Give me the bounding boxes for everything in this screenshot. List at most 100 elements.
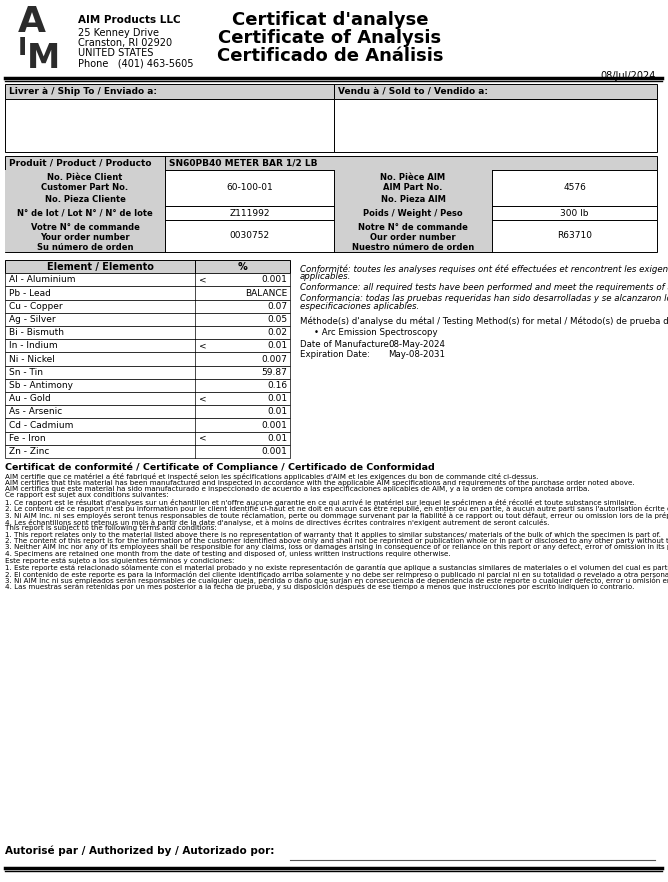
Text: This report is subject to the following terms and conditions:: This report is subject to the following … [5,525,216,531]
Text: Sn - Tin: Sn - Tin [9,368,43,377]
Text: Certificat de conformité / Certificate of Compliance / Certificado de Conformida: Certificat de conformité / Certificate o… [5,462,435,472]
Text: Ag - Silver: Ag - Silver [9,315,55,324]
Text: 4576: 4576 [563,183,586,192]
Text: Conformance: all required tests have been performed and meet the requirements of: Conformance: all required tests have bee… [300,283,668,292]
Text: 0.05: 0.05 [267,315,287,324]
Bar [5,287,290,300]
Text: R63710: R63710 [557,231,592,241]
Text: BALANCE: BALANCE [244,288,287,297]
Text: Expiration Date:: Expiration Date: [300,350,370,359]
Bar [5,99,334,152]
Text: 3. Ni AIM Inc. ni ses employés seront tenus responsables de toute réclamation, p: 3. Ni AIM Inc. ni ses employés seront te… [5,512,668,519]
Text: 4. Les échantillons sont retenus un mois à partir de la date d'analyse, et à moi: 4. Les échantillons sont retenus un mois… [5,519,549,526]
Text: 1. Este reporte está relacionado sólamente con el material probado y no existe r: 1. Este reporte está relacionado sólamen… [5,564,668,571]
Text: Certificado de Análisis: Certificado de Análisis [216,47,444,65]
Text: Conformité: toutes les analyses requises ont été effectuées et rencontrent les e: Conformité: toutes les analyses requises… [300,264,668,273]
Bar [5,260,290,273]
Text: <: < [199,341,206,350]
Bar [334,99,657,152]
Text: <: < [199,275,206,284]
Text: Certificat d'analyse: Certificat d'analyse [232,11,428,29]
Text: especificaciones aplicables.: especificaciones aplicables. [300,302,420,311]
Text: AIM certifies that this material has been manufactured and inspected in accordan: AIM certifies that this material has bee… [5,480,635,485]
Text: Cranston, RI 02920: Cranston, RI 02920 [78,38,172,48]
Bar [5,431,290,445]
Bar [5,392,290,405]
Text: 60-100-01: 60-100-01 [226,183,273,192]
Text: In - Indium: In - Indium [9,341,57,350]
Bar [5,220,657,252]
Text: 0.001: 0.001 [261,275,287,284]
Text: Your order number: Your order number [40,233,130,242]
Text: Sb - Antimony: Sb - Antimony [9,381,73,390]
Bar [5,366,290,378]
Bar [5,326,290,340]
Text: 0.001: 0.001 [261,447,287,456]
Text: Al - Aluminium: Al - Aluminium [9,275,75,284]
Bar [5,84,334,99]
Text: 300 lb: 300 lb [560,208,589,218]
Text: AIM Products LLC: AIM Products LLC [78,15,180,25]
Text: Fe - Iron: Fe - Iron [9,434,45,443]
Text: Su número de orden: Su número de orden [37,243,133,251]
Text: Produit / Product / Producto: Produit / Product / Producto [9,159,152,168]
Text: No. Pièce Client: No. Pièce Client [47,173,123,182]
Text: 0.01: 0.01 [267,394,287,403]
Text: <: < [199,394,206,403]
Text: UNITED STATES: UNITED STATES [78,48,154,58]
Text: Phone   (401) 463-5605: Phone (401) 463-5605 [78,58,194,68]
Text: N° de lot / Lot N° / N° de lote: N° de lot / Lot N° / N° de lote [17,208,153,218]
Bar [5,445,290,458]
Text: Conformancia: todas las pruebas requeridas han sido desarrolladas y se alcanzaro: Conformancia: todas las pruebas requerid… [300,294,668,303]
Text: 0.16: 0.16 [267,381,287,390]
Bar [5,313,290,326]
Text: 2. El contenido de este reporte es para la información del cliente identificado : 2. El contenido de este reporte es para … [5,571,668,578]
Text: No. Pieza AIM: No. Pieza AIM [381,195,446,204]
Text: Cd - Cadmium: Cd - Cadmium [9,421,73,430]
Text: Este reporte está sujeto a los siguientes términos y condiciones:: Este reporte está sujeto a los siguiente… [5,557,234,564]
Bar [5,418,290,431]
Text: Vendu à / Sold to / Vendido a:: Vendu à / Sold to / Vendido a: [338,87,488,96]
Text: 0.01: 0.01 [267,434,287,443]
Text: <: < [199,434,206,443]
Bar [5,353,290,366]
Text: As - Arsenic: As - Arsenic [9,407,62,416]
Text: Pb - Lead: Pb - Lead [9,288,51,297]
Text: Element / Elemento: Element / Elemento [47,262,154,272]
Bar [334,206,492,220]
Text: May-08-2031: May-08-2031 [388,350,445,359]
Text: 59.87: 59.87 [261,368,287,377]
Bar [5,170,657,206]
Bar [334,84,657,99]
Text: 4. Las muestras serán retenidas por un mes posterior a la fecha de prueba, y su : 4. Las muestras serán retenidas por un m… [5,584,635,591]
Text: 1. This report relates only to the material listed above there is no representat: 1. This report relates only to the mater… [5,532,661,537]
Text: Poids / Weight / Peso: Poids / Weight / Peso [363,208,463,218]
Bar [334,170,492,206]
Text: 0.07: 0.07 [267,302,287,310]
Text: Votre N° de commande: Votre N° de commande [31,222,140,231]
Text: Ce rapport est sujet aux conditions suivantes:: Ce rapport est sujet aux conditions suiv… [5,492,168,498]
Text: 25 Kenney Drive: 25 Kenney Drive [78,28,159,38]
Text: 0.007: 0.007 [261,355,287,363]
Text: 08/Jul/2024: 08/Jul/2024 [601,71,656,81]
Text: 0.001: 0.001 [261,421,287,430]
Text: Notre N° de commande: Notre N° de commande [358,222,468,231]
Bar [5,340,290,353]
Text: 1. Ce rapport est le résultat d'analyses sur un échantillon et n'offre aucune ga: 1. Ce rapport est le résultat d'analyses… [5,499,636,506]
Text: AIM Part No.: AIM Part No. [383,183,443,192]
Bar [334,220,492,252]
Bar [5,206,657,220]
Text: 0.01: 0.01 [267,407,287,416]
Text: Autorisé par / Authorized by / Autorizado por:: Autorisé par / Authorized by / Autorizad… [5,845,275,856]
Bar [5,300,290,313]
Bar [5,405,290,418]
Text: 3. Neither AIM Inc nor any of its employees shall be responsible for any claims,: 3. Neither AIM Inc nor any of its employ… [5,544,668,550]
Text: Certificate of Analysis: Certificate of Analysis [218,29,442,47]
Text: Date of Manufacture:: Date of Manufacture: [300,340,391,349]
Text: No. Pièce AIM: No. Pièce AIM [381,173,446,182]
Text: Zn - Zinc: Zn - Zinc [9,447,49,456]
Text: No. Pieza Cliente: No. Pieza Cliente [45,195,126,204]
Bar [5,170,165,206]
Text: %: % [238,262,247,272]
Text: M: M [27,41,61,74]
